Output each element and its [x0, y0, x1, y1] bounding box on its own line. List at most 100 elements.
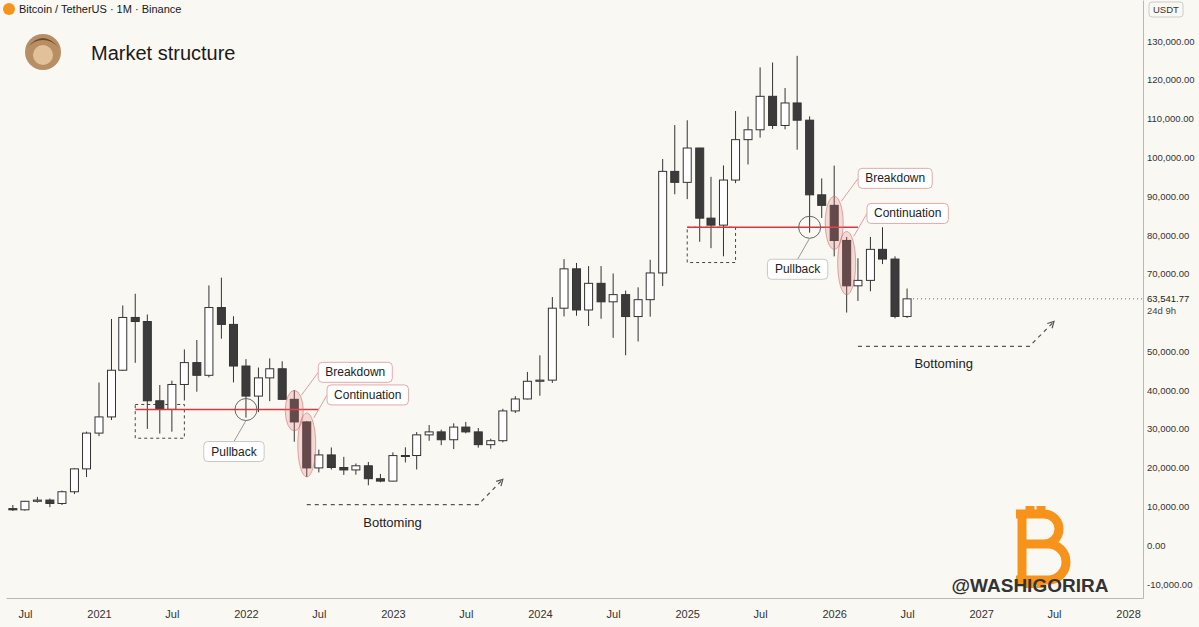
x-tick-label: Jul — [1047, 608, 1061, 620]
y-tick: 130,000.00 — [1143, 36, 1195, 47]
candle-body — [696, 148, 704, 218]
leader-line — [234, 421, 246, 442]
bottoming-label: Bottoming — [363, 515, 422, 530]
y-tick: 0.00 — [1143, 540, 1166, 551]
leader-line — [301, 372, 318, 395]
candle-wick — [269, 358, 270, 401]
chart-svg: Breakdown Continuation Breakdown Continuati… — [0, 0, 1199, 627]
candle-body — [634, 300, 642, 317]
y-tick-label: 30,000.00 — [1147, 423, 1189, 434]
bottoming-arrowhead — [496, 479, 503, 486]
candle-body — [315, 455, 323, 468]
candle-body — [818, 195, 826, 206]
y-tick-label: 120,000.00 — [1147, 74, 1195, 85]
x-tick-label: 2028 — [1116, 608, 1140, 620]
leader-line — [841, 178, 858, 201]
highlight-label: Breakdown — [865, 171, 925, 185]
x-tick: Jul — [607, 598, 621, 620]
y-tick-label: 0.00 — [1147, 540, 1166, 551]
leader-line — [314, 395, 327, 418]
y-tick-label: 50,000.00 — [1147, 346, 1189, 357]
y-axis: 130,000.00120,000.00110,000.00100,000.00… — [1143, 1, 1195, 599]
bottoming-label: Bottoming — [914, 356, 973, 371]
y-tick: -10,000.00 — [1143, 579, 1192, 590]
candle-body — [548, 308, 556, 380]
candle-body — [744, 130, 752, 140]
candle-wick — [857, 258, 858, 301]
avatar — [25, 34, 61, 70]
y-tick: 100,000.00 — [1143, 152, 1195, 163]
pullback-label: Pullback — [211, 445, 257, 459]
pullback-label-box — [204, 442, 264, 462]
candle-body — [83, 433, 91, 469]
candle-wick — [539, 355, 540, 395]
candle-body — [474, 432, 482, 445]
leader-line — [854, 213, 867, 236]
watermark: @WASHIGORIRA — [952, 506, 1109, 596]
candle-body — [683, 148, 691, 182]
y-tick: 50,000.00 — [1143, 346, 1189, 357]
highlight-label-group: Continuation — [867, 203, 948, 223]
candle-wick — [405, 447, 406, 462]
highlight-label: Continuation — [874, 206, 941, 220]
y-tick: 30,000.00 — [1143, 423, 1189, 434]
candle-body — [806, 120, 814, 195]
symbol-icon — [3, 3, 15, 15]
x-tick-label: Jul — [18, 608, 32, 620]
x-tick-label: Jul — [459, 608, 473, 620]
axis-line — [1143, 1, 1144, 599]
axis-line — [7, 598, 1144, 599]
candle-body — [609, 295, 617, 302]
x-tick: Jul — [165, 598, 179, 620]
x-axis: Jul2021Jul2022Jul2023Jul2024Jul2025Jul20… — [7, 598, 1144, 620]
y-axis-label-box — [1149, 2, 1183, 17]
candle-body — [254, 378, 262, 396]
candle-body — [719, 180, 727, 225]
candle-body — [352, 466, 360, 470]
candle-body — [781, 103, 789, 126]
highlight-label-group: Continuation — [327, 385, 408, 405]
y-tick: 10,000.00 — [1143, 501, 1189, 512]
x-tick: Jul — [1047, 598, 1061, 620]
candle-body — [278, 369, 286, 400]
candle-body — [903, 299, 911, 317]
x-tick: 2022 — [234, 598, 258, 620]
chart-container: Breakdown Continuation Breakdown Continuati… — [0, 0, 1199, 627]
candle-body — [499, 411, 507, 441]
candle-body — [131, 317, 139, 321]
x-tick: 2024 — [528, 598, 552, 620]
leaders — [234, 178, 867, 441]
background — [0, 0, 1199, 627]
y-tick-label: -10,000.00 — [1147, 579, 1192, 590]
pullback-label-group: Pullback — [767, 259, 827, 279]
x-tick-label: 2021 — [87, 608, 111, 620]
candle-body — [523, 381, 531, 399]
highlight-ellipse — [298, 413, 316, 477]
last-price-value: 63,541.77 — [1147, 293, 1189, 304]
candle-body — [95, 417, 103, 433]
highlight-label: Breakdown — [325, 365, 385, 379]
y-tick: 20,000.00 — [1143, 462, 1189, 473]
highlight-label-group: Breakdown — [318, 362, 392, 382]
candle-body — [671, 171, 679, 182]
candle-body — [168, 384, 176, 409]
candle-body — [756, 96, 764, 129]
x-tick-label: 2026 — [822, 608, 846, 620]
candle-body — [266, 369, 274, 378]
bottoming-path — [858, 321, 1054, 346]
candle-body — [437, 432, 445, 440]
candle-body — [891, 259, 899, 316]
candle-body — [217, 308, 225, 325]
x-tick: Jul — [459, 598, 473, 620]
candle-body — [646, 273, 654, 300]
highlight-label-box — [867, 203, 948, 223]
candle-body — [193, 363, 201, 376]
y-tick: 40,000.00 — [1143, 385, 1189, 396]
bottoming-arrowhead — [1047, 321, 1054, 328]
candle-body — [707, 218, 715, 225]
y-tick-label: 20,000.00 — [1147, 462, 1189, 473]
x-tick-label: Jul — [165, 608, 179, 620]
x-tick-label: Jul — [312, 608, 326, 620]
y-tick-label: 80,000.00 — [1147, 230, 1189, 241]
plot-area — [9, 56, 1143, 511]
